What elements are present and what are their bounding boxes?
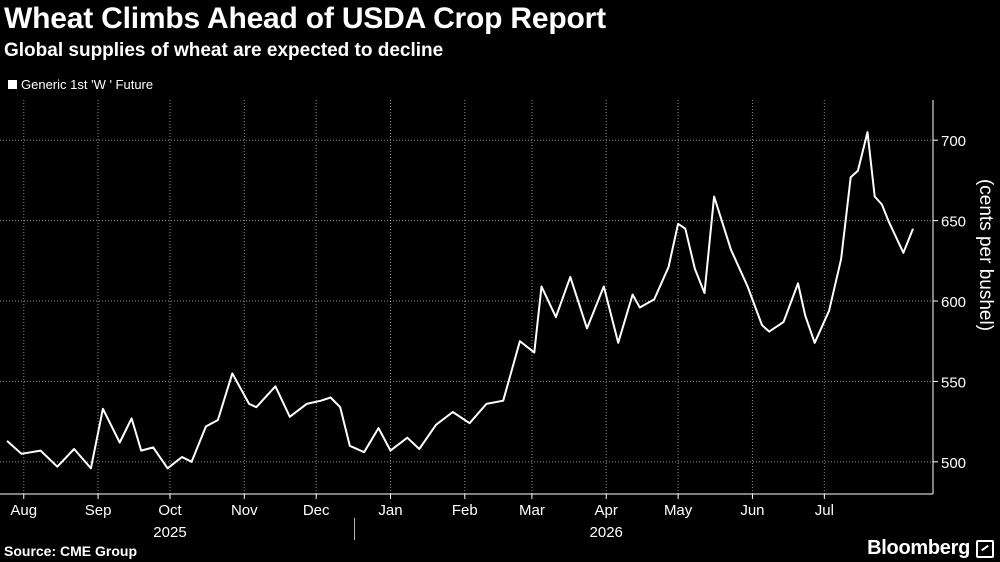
y-tick-label: 550 xyxy=(941,374,966,391)
grid-lines xyxy=(0,100,933,494)
x-tick-label: Feb xyxy=(452,502,478,519)
x-tick-label: Nov xyxy=(231,502,258,519)
year-label: 2026 xyxy=(590,524,623,541)
x-tick-label: Apr xyxy=(595,502,618,519)
legend-swatch xyxy=(8,80,17,89)
legend: Generic 1st 'W ' Future xyxy=(8,77,153,92)
y-tick-label: 500 xyxy=(941,455,966,472)
brand-name: Bloomberg xyxy=(867,537,970,559)
x-tick-label: Jan xyxy=(378,502,402,519)
y-tick-label: 700 xyxy=(941,133,966,150)
x-tick-label: Dec xyxy=(303,502,330,519)
x-axis: Aug Sep Oct Nov Dec Jan Feb Mar Apr May Jun Jul 2025… xyxy=(0,493,933,541)
x-tick-label: Sep xyxy=(85,502,112,519)
y-axis: 500 550 600 650 700 xyxy=(932,100,966,494)
x-tick-label: Jun xyxy=(740,502,764,519)
legend-label: Generic 1st 'W ' Future xyxy=(21,77,154,92)
y-tick-label: 600 xyxy=(941,294,966,311)
series-line xyxy=(6,131,914,470)
x-tick-label: Oct xyxy=(158,502,182,519)
x-tick-label: Mar xyxy=(519,502,545,519)
y-axis-label: (cents per bushel) xyxy=(975,179,996,331)
year-label: 2025 xyxy=(153,524,186,541)
x-tick-label: May xyxy=(664,502,693,519)
brand: Bloomberg xyxy=(867,537,994,560)
y-tick-label: 650 xyxy=(941,214,966,231)
chart-subtitle: Global supplies of wheat are expected to… xyxy=(4,40,444,61)
x-tick-label: Aug xyxy=(10,502,37,519)
series-layer xyxy=(6,131,914,470)
chart-title: Wheat Climbs Ahead of USDA Crop Report xyxy=(4,2,606,35)
x-tick-label: Jul xyxy=(815,502,834,519)
source-note: Source: CME Group xyxy=(4,543,138,559)
bloomberg-logo-icon xyxy=(976,539,994,558)
